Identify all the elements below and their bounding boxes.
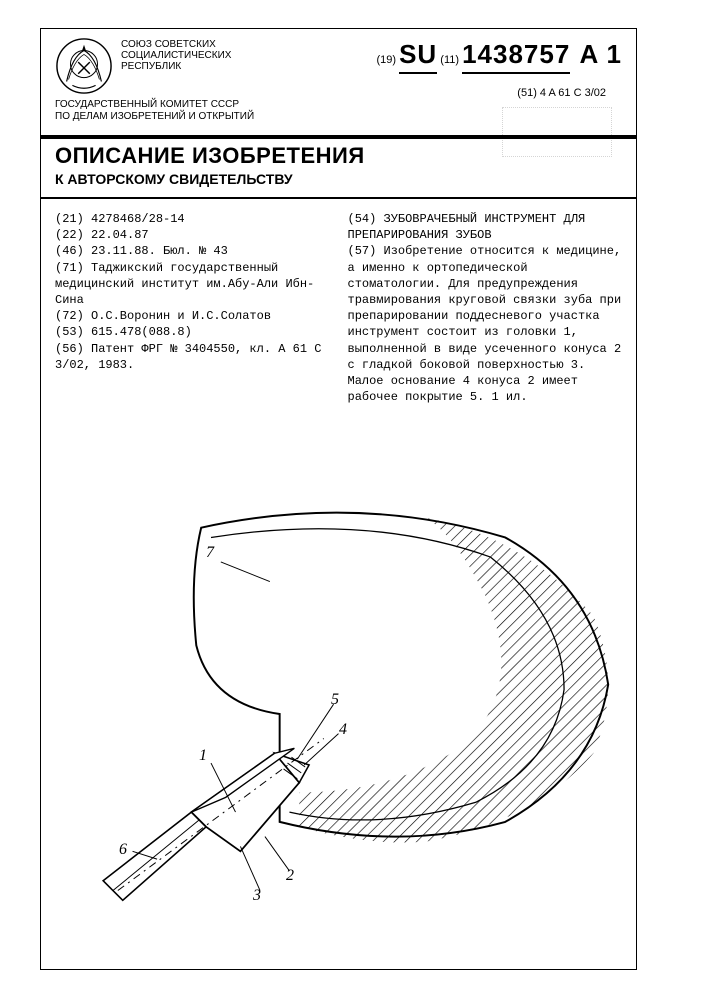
ref-4: 4 <box>339 721 347 739</box>
figure-area: 7 1 5 4 2 3 6 <box>41 459 636 969</box>
field-56: (56) Патент ФРГ № 3404550, кл. A 61 C 3/… <box>55 341 330 373</box>
field-72: (72) О.С.Воронин и И.С.Солатов <box>55 308 330 324</box>
committee-line2: ПО ДЕЛАМ ИЗОБРЕТЕНИЙ И ОТКРЫТИЙ <box>55 111 254 123</box>
pub-prefix: (19) <box>376 54 396 66</box>
patent-figure <box>41 459 636 969</box>
ref-7: 7 <box>206 544 214 562</box>
field-46: (46) 23.11.88. Бюл. № 43 <box>55 243 330 259</box>
field-22: (22) 22.04.87 <box>55 227 330 243</box>
pub-number: 1438757 <box>462 39 570 74</box>
committee-line1: ГОСУДАРСТВЕННЫЙ КОМИТЕТ СССР <box>55 99 254 111</box>
page-frame: СОЮЗ СОВЕТСКИХ СОЦИАЛИСТИЧЕСКИХ РЕСПУБЛИ… <box>40 28 637 970</box>
title-main: ОПИСАНИЕ ИЗОБРЕТЕНИЯ <box>55 143 622 169</box>
union-line3: РЕСПУБЛИК <box>121 61 231 72</box>
ref-1: 1 <box>199 747 207 765</box>
ipc-code: A 61 C 3/02 <box>549 87 607 99</box>
pub-su: SU <box>399 39 437 74</box>
rule-thin <box>41 197 636 199</box>
field-71: (71) Таджикский государственный медицинс… <box>55 260 330 309</box>
field-57: (57) Изобретение относится к медицине, а… <box>348 243 623 405</box>
pub-suffix: A 1 <box>580 39 623 72</box>
ussr-emblem-icon <box>55 37 113 95</box>
title-sub: К АВТОРСКОМУ СВИДЕТЕЛЬСТВУ <box>55 171 622 187</box>
ref-5: 5 <box>331 691 339 709</box>
left-column: (21) 4278468/28-14 (22) 22.04.87 (46) 23… <box>55 211 330 405</box>
header: СОЮЗ СОВЕТСКИХ СОЦИАЛИСТИЧЕСКИХ РЕСПУБЛИ… <box>41 29 636 127</box>
field-53: (53) 615.478(088.8) <box>55 324 330 340</box>
publication-number: (19) SU (11) 1438757 A 1 <box>376 39 622 74</box>
title-block: ОПИСАНИЕ ИЗОБРЕТЕНИЯ К АВТОРСКОМУ СВИДЕТ… <box>55 143 622 187</box>
union-line1: СОЮЗ СОВЕТСКИХ <box>121 39 231 50</box>
union-text: СОЮЗ СОВЕТСКИХ СОЦИАЛИСТИЧЕСКИХ РЕСПУБЛИ… <box>121 39 231 72</box>
ipc-class: (51) 4 A 61 C 3/02 <box>517 87 606 99</box>
ref-3: 3 <box>253 887 261 905</box>
pub-mid: (11) <box>440 54 459 66</box>
field-21: (21) 4278468/28-14 <box>55 211 330 227</box>
right-column: (54) ЗУБОВРАЧЕБНЫЙ ИНСТРУМЕНТ ДЛЯ ПРЕПАР… <box>348 211 623 405</box>
ref-6: 6 <box>119 841 127 859</box>
rule-thick <box>41 135 636 139</box>
ipc-prefix: (51) 4 <box>517 87 546 99</box>
union-line2: СОЦИАЛИСТИЧЕСКИХ <box>121 50 231 61</box>
ref-2: 2 <box>286 867 294 885</box>
biblio-columns: (21) 4278468/28-14 (22) 22.04.87 (46) 23… <box>55 211 622 405</box>
field-54: (54) ЗУБОВРАЧЕБНЫЙ ИНСТРУМЕНТ ДЛЯ ПРЕПАР… <box>348 211 623 243</box>
committee: ГОСУДАРСТВЕННЫЙ КОМИТЕТ СССР ПО ДЕЛАМ ИЗ… <box>55 99 254 122</box>
